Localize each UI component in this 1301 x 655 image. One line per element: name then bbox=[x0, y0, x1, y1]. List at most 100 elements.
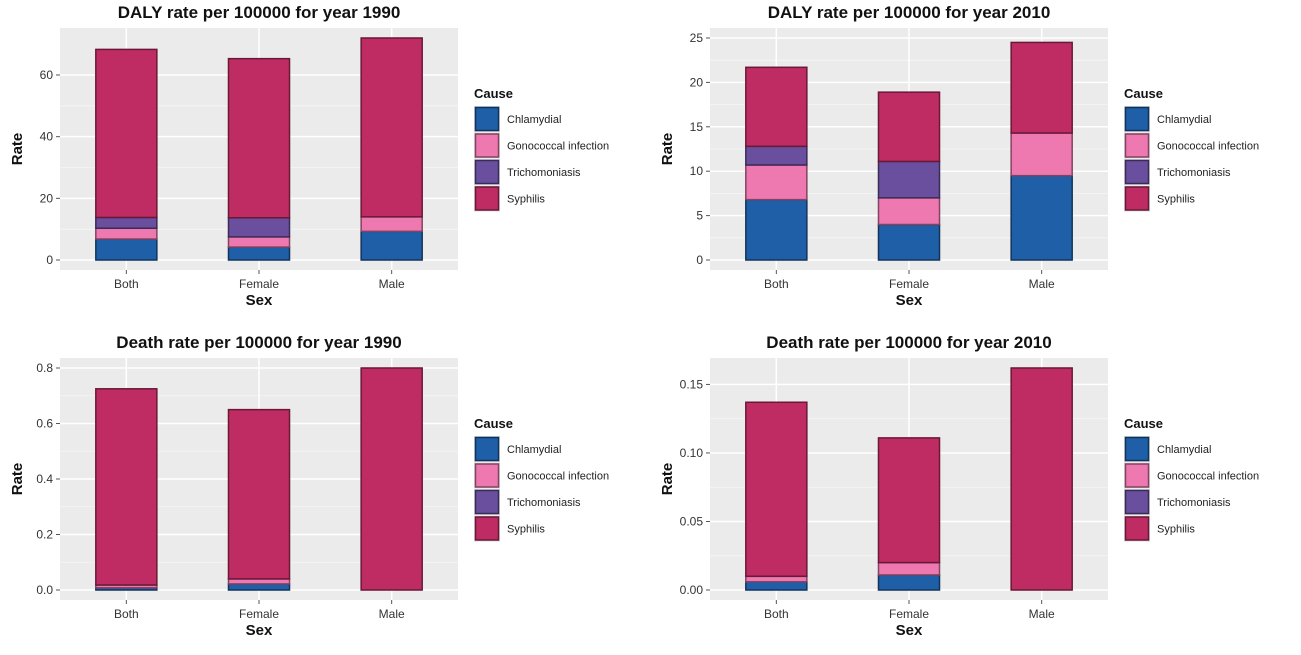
bar-segment bbox=[745, 575, 808, 583]
bar-segment bbox=[1010, 174, 1073, 261]
y-axis-label: Rate bbox=[659, 133, 676, 166]
y-tick-label: 20 bbox=[40, 191, 54, 205]
legend-title: Cause bbox=[1124, 86, 1163, 101]
bar-segment bbox=[360, 367, 423, 591]
bar-segment bbox=[95, 216, 158, 229]
y-tick-label: 0.15 bbox=[680, 377, 704, 391]
y-tick-label: 40 bbox=[40, 130, 54, 144]
y-tick-label: 0.2 bbox=[36, 528, 53, 542]
legend-label: Trichomoniasis bbox=[507, 167, 581, 179]
bar-segment bbox=[95, 388, 158, 586]
legend-swatch bbox=[474, 159, 500, 185]
legend-label: Trichomoniasis bbox=[507, 497, 581, 509]
bar-segment bbox=[877, 91, 941, 163]
legend-label: Chlamydial bbox=[1157, 444, 1211, 456]
y-tick-label: 0 bbox=[696, 253, 703, 267]
legend-swatch bbox=[474, 106, 500, 132]
y-tick-label: 10 bbox=[690, 164, 704, 178]
legend-swatch bbox=[1124, 463, 1150, 488]
x-tick-label: Male bbox=[379, 277, 405, 291]
bar-segment bbox=[360, 37, 423, 218]
legend-label: Chlamydial bbox=[1157, 114, 1211, 126]
bar-segment bbox=[227, 583, 291, 591]
x-tick-label: Female bbox=[889, 277, 929, 291]
bar-segment bbox=[745, 164, 808, 201]
x-tick-label: Female bbox=[239, 607, 279, 621]
chart-title: Death rate per 100000 for year 1990 bbox=[116, 333, 401, 352]
legend-label: Gonococcal infection bbox=[1157, 471, 1259, 483]
legend-swatch bbox=[1124, 106, 1150, 132]
y-axis-label: Rate bbox=[659, 463, 676, 496]
bar-segment bbox=[877, 574, 941, 591]
bar-segment bbox=[745, 66, 808, 148]
chart-svg: Death rate per 100000 for year 1990 0.0 0.… bbox=[9, 333, 609, 639]
bar-segment bbox=[360, 230, 423, 261]
legend-title: Cause bbox=[474, 86, 513, 101]
legend-swatch bbox=[474, 186, 500, 211]
y-tick-label: 20 bbox=[690, 75, 704, 89]
bar-segment bbox=[745, 145, 808, 166]
legend-swatch bbox=[1124, 133, 1150, 158]
legend-swatch bbox=[1124, 436, 1150, 462]
legend-label: Gonococcal infection bbox=[507, 471, 609, 483]
y-tick-label: 0.4 bbox=[36, 472, 53, 486]
legend-swatch bbox=[1124, 159, 1150, 185]
legend-swatch bbox=[474, 489, 500, 515]
legend-label: Chlamydial bbox=[507, 114, 561, 126]
bar-segment bbox=[877, 437, 941, 564]
bar-segment bbox=[227, 57, 291, 219]
x-tick-label: Male bbox=[379, 607, 405, 621]
chart-daly-1990: DALY rate per 100000 for year 1990 0 20 40 6… bbox=[0, 0, 640, 320]
bar-segment bbox=[1010, 41, 1073, 134]
y-axis-label: Rate bbox=[9, 133, 26, 166]
y-tick-label: 60 bbox=[40, 68, 54, 82]
x-axis-label: Sex bbox=[896, 292, 923, 309]
y-tick-label: 0.0 bbox=[36, 583, 53, 597]
legend-label: Trichomoniasis bbox=[1157, 167, 1231, 179]
y-axis-label: Rate bbox=[9, 463, 26, 496]
y-tick-label: 0.10 bbox=[680, 446, 704, 460]
y-tick-label: 0.6 bbox=[36, 416, 53, 430]
bar-segment bbox=[227, 236, 291, 248]
legend-label: Syphilis bbox=[1157, 194, 1195, 206]
legend-label: Syphilis bbox=[507, 194, 545, 206]
legend-title: Cause bbox=[1124, 416, 1163, 431]
bar-segment bbox=[877, 197, 941, 226]
y-tick-label: 0.8 bbox=[36, 361, 53, 375]
bar-segment bbox=[745, 581, 808, 591]
chart-svg: DALY rate per 100000 for year 1990 0 20 40 6… bbox=[9, 3, 609, 309]
x-tick-label: Both bbox=[764, 607, 789, 621]
y-tick-label: 25 bbox=[690, 31, 704, 45]
legend-label: Syphilis bbox=[1157, 524, 1195, 536]
y-tick-label: 0.00 bbox=[680, 583, 704, 597]
y-tick-label: 0.05 bbox=[680, 514, 704, 528]
x-tick-label: Female bbox=[889, 607, 929, 621]
chart-title: DALY rate per 100000 for year 1990 bbox=[118, 3, 401, 22]
bar-segment bbox=[877, 561, 941, 576]
x-axis-label: Sex bbox=[246, 622, 273, 639]
x-tick-label: Both bbox=[764, 277, 789, 291]
x-tick-label: Male bbox=[1029, 607, 1055, 621]
legend-swatch bbox=[474, 463, 500, 488]
x-axis-label: Sex bbox=[246, 292, 273, 309]
legend-label: Gonococcal infection bbox=[1157, 141, 1259, 153]
bar-segment bbox=[95, 227, 158, 240]
bar-segment bbox=[227, 217, 291, 238]
bar-segment bbox=[877, 223, 941, 261]
bar-segment bbox=[95, 238, 158, 261]
bar-segment bbox=[227, 246, 291, 261]
chart-svg: Death rate per 100000 for year 2010 0.00 0… bbox=[659, 333, 1259, 639]
chart-death-1990: Death rate per 100000 for year 1990 0.0 0.… bbox=[0, 330, 640, 650]
bar-segment bbox=[360, 216, 423, 233]
legend-swatch bbox=[474, 516, 500, 541]
chart-svg: DALY rate per 100000 for year 2010 0 5 10 15… bbox=[659, 3, 1259, 309]
x-tick-label: Male bbox=[1029, 277, 1055, 291]
legend-swatch bbox=[1124, 489, 1150, 515]
bar-segment bbox=[1010, 367, 1073, 591]
legend-label: Gonococcal infection bbox=[507, 141, 609, 153]
bar-segment bbox=[745, 401, 808, 578]
chart-title: Death rate per 100000 for year 2010 bbox=[766, 333, 1051, 352]
x-tick-label: Female bbox=[239, 277, 279, 291]
legend-swatch bbox=[474, 436, 500, 462]
